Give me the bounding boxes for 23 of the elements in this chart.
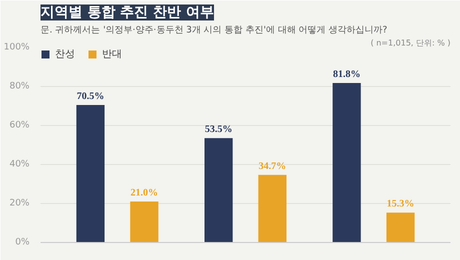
bar (204, 138, 233, 242)
legend-label: 반대 (102, 48, 122, 61)
bar (332, 82, 361, 242)
data-label: 81.8% (332, 68, 360, 80)
data-label: 70.5% (76, 91, 104, 102)
data-label: 53.5% (204, 124, 232, 136)
chart-title: 지역별 통합 추진 찬반 여부 (40, 4, 214, 20)
y-tick-label: 0% (15, 238, 30, 248)
chart-subtitle: 문. 귀하께서는 '의정부·양주·동두천 3개 시의 통합 추진'에 대해 어떻게 생각하십니까? (40, 26, 388, 36)
legend-label: 찬성 (55, 48, 75, 61)
bar (386, 212, 415, 242)
y-tick-label: 100% (4, 42, 30, 52)
annotation: ( n=1,015, 단위: % ) (370, 38, 451, 48)
y-tick-label: 40% (9, 160, 30, 170)
data-label: 21.0% (130, 188, 158, 199)
bar (76, 105, 105, 242)
y-tick-label: 60% (9, 120, 30, 130)
bar (258, 174, 286, 242)
y-tick-label: 80% (9, 82, 30, 92)
data-label: 34.7% (258, 160, 286, 172)
y-tick-label: 20% (9, 198, 30, 208)
bar (130, 202, 158, 242)
data-label: 15.3% (386, 198, 414, 210)
